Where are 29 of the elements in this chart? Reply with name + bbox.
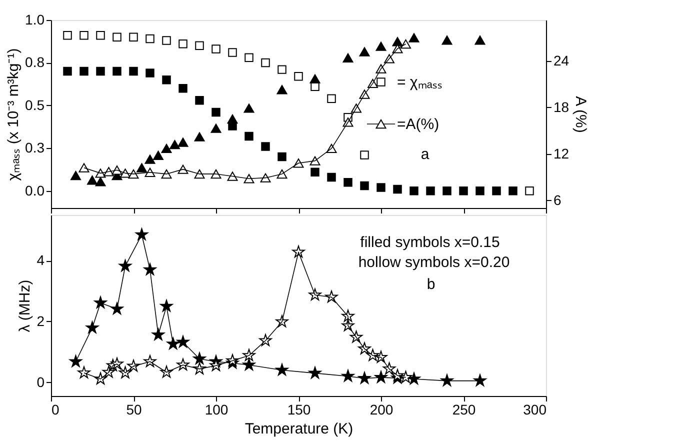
y-axis-title: λ (MHz) <box>16 280 34 332</box>
legend-label: = χₘₐₛₛ <box>397 74 442 91</box>
y-axis-title: χₘₐₛₛ (x 10⁻³ m³kg⁻¹) <box>5 48 22 181</box>
y2-tick-label: 6 <box>554 192 562 208</box>
x-tick-label: 200 <box>370 402 394 418</box>
y-tick-label: 0.3 <box>25 140 45 156</box>
y-tick-label: 0.0 <box>25 182 45 198</box>
y-tick-label: 2 <box>36 312 45 329</box>
x-axis-title: Temperature (K) <box>244 420 354 438</box>
x-tick-label: 50 <box>126 402 142 418</box>
y2-axis-title: A (%) <box>572 96 590 133</box>
legend-label: =A(%) <box>397 116 440 133</box>
annotation: b <box>426 276 436 293</box>
y2-tick-label: 24 <box>554 52 570 69</box>
x-tick-label: 0 <box>52 402 60 418</box>
x-tick-label: 300 <box>523 402 547 418</box>
annotation: a <box>420 146 430 163</box>
y-tick-label: 1.0 <box>25 12 45 28</box>
y-tick-label: 0.5 <box>25 96 45 113</box>
y-tick-label: 0 <box>36 374 45 390</box>
y-tick-label: 0.8 <box>25 54 45 70</box>
y2-tick-label: 18 <box>554 98 570 115</box>
y2-tick-label: 12 <box>554 145 570 162</box>
annotation: hollow symbols x=0.20 <box>358 254 510 271</box>
annotation: filled symbols x=0.15 <box>360 234 500 251</box>
x-tick-label: 250 <box>452 402 476 418</box>
y-tick-label: 4 <box>36 252 45 268</box>
x-tick-label: 150 <box>287 402 311 418</box>
x-tick-label: 100 <box>204 402 228 418</box>
